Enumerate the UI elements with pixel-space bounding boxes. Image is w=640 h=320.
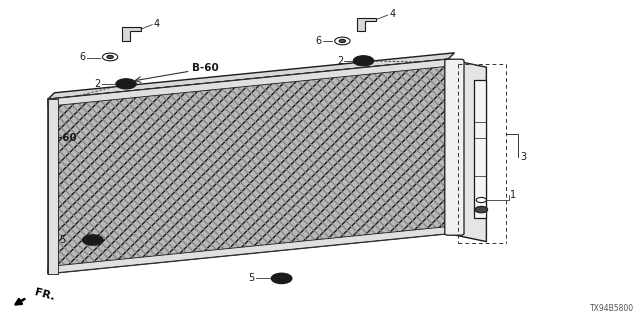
- Text: 6: 6: [79, 52, 86, 62]
- Text: B-60: B-60: [50, 132, 77, 143]
- Polygon shape: [357, 18, 376, 31]
- Text: 4: 4: [154, 19, 160, 29]
- Circle shape: [353, 56, 374, 66]
- Circle shape: [475, 206, 488, 213]
- Circle shape: [83, 235, 103, 245]
- Polygon shape: [448, 59, 486, 242]
- Polygon shape: [122, 27, 141, 41]
- Circle shape: [339, 39, 346, 43]
- Text: 3: 3: [520, 152, 527, 162]
- Polygon shape: [48, 53, 454, 99]
- Text: 4: 4: [389, 9, 396, 20]
- Text: 1: 1: [510, 189, 516, 200]
- Circle shape: [102, 53, 118, 61]
- Text: 2: 2: [94, 79, 100, 89]
- Circle shape: [116, 79, 136, 89]
- Polygon shape: [48, 59, 448, 106]
- Text: 2: 2: [337, 56, 343, 66]
- Bar: [474, 80, 486, 218]
- Circle shape: [107, 55, 113, 59]
- Text: B-60: B-60: [192, 63, 219, 73]
- Circle shape: [476, 197, 486, 203]
- Polygon shape: [48, 227, 448, 274]
- Text: 6: 6: [316, 36, 322, 46]
- Text: 5: 5: [59, 235, 65, 245]
- Polygon shape: [48, 99, 58, 274]
- Circle shape: [335, 37, 350, 45]
- Text: 5: 5: [248, 273, 254, 284]
- Polygon shape: [48, 59, 448, 274]
- Text: TX94B5800: TX94B5800: [589, 304, 634, 313]
- FancyBboxPatch shape: [445, 59, 464, 235]
- Circle shape: [271, 273, 292, 284]
- Text: FR.: FR.: [33, 287, 56, 302]
